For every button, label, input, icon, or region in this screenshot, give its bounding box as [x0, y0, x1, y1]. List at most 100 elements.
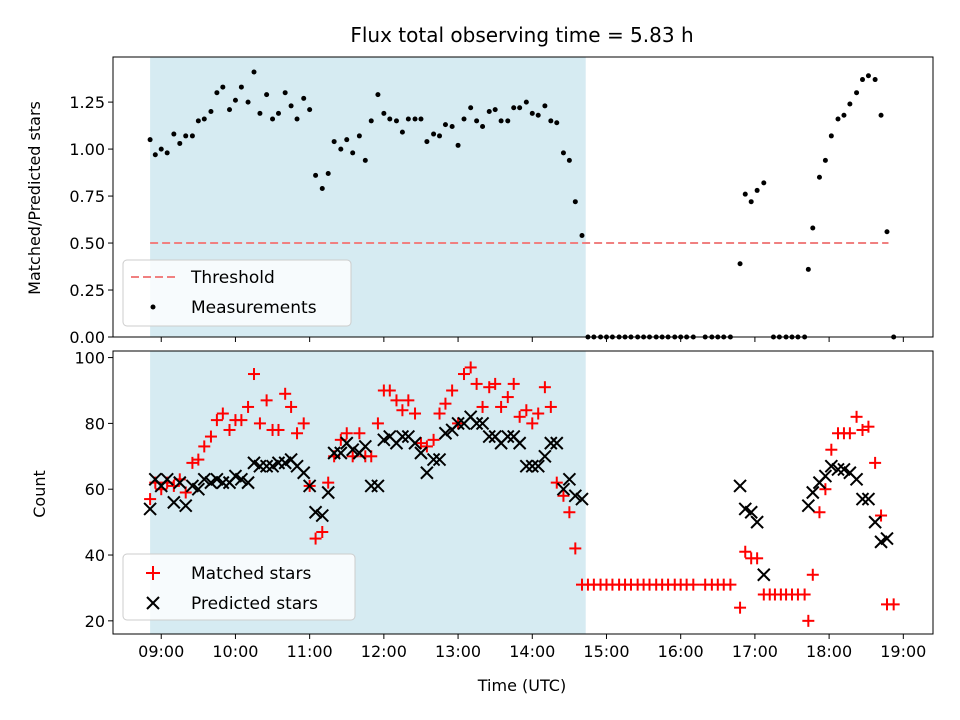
threshold-legend-label: Threshold — [190, 268, 275, 288]
matched-point — [813, 506, 826, 519]
predicted-point — [438, 426, 453, 440]
measurement-point — [431, 131, 437, 137]
predicted-point — [475, 416, 490, 431]
bottom-legend: Matched stars Predicted stars — [122, 553, 356, 621]
predicted-point — [880, 531, 894, 546]
predicted-point — [855, 492, 870, 506]
measurement-point — [152, 152, 158, 158]
matched-point — [260, 394, 273, 407]
predicted-point — [315, 508, 329, 523]
matched-point — [569, 542, 582, 555]
x-tick-label: 18:00 — [806, 642, 852, 661]
measurement-point — [505, 118, 511, 124]
matched-point — [887, 598, 900, 611]
matched-point — [806, 568, 819, 581]
measurement-point — [566, 157, 572, 163]
measurement-point — [307, 107, 313, 113]
matched-point — [819, 483, 832, 496]
x-tick-label: 13:00 — [435, 642, 481, 661]
x-tick-label: 14:00 — [509, 642, 555, 661]
matched-point — [464, 361, 477, 374]
predicted-point — [550, 436, 564, 450]
measurement-point — [554, 120, 560, 126]
measurement-point — [878, 112, 884, 118]
measurement-point — [232, 97, 238, 103]
matched-point — [279, 387, 292, 400]
matched-point — [285, 400, 298, 413]
matched-point — [198, 440, 211, 453]
y-tick-label: 0.50 — [69, 234, 105, 253]
matched-point — [687, 578, 700, 591]
predicted-legend-label: Predicted stars — [191, 594, 318, 614]
predicted-point — [358, 439, 373, 454]
matched-point — [825, 443, 838, 456]
bottom-panel: 20 40 60 80 100 09:00 10:00 11:00 12:00 13:00 14:… — [30, 349, 934, 695]
matched-point — [557, 489, 570, 502]
measurement-point — [816, 174, 822, 180]
matched-point — [144, 493, 157, 506]
matched-point — [291, 427, 304, 440]
measurement-point — [368, 118, 374, 124]
matched-point — [223, 423, 236, 436]
measurement-point — [288, 103, 294, 109]
y-tick-label: 0.75 — [69, 187, 105, 206]
matched-point — [532, 407, 545, 420]
matched-point — [309, 532, 322, 545]
measurement-point — [214, 90, 220, 96]
predicted-point — [801, 498, 816, 513]
matched-point — [544, 400, 557, 413]
matched-point — [216, 407, 229, 420]
matched-point — [253, 417, 266, 430]
predicted-point — [861, 492, 876, 506]
measurement-point — [399, 129, 405, 135]
measurement-point — [282, 90, 288, 96]
matched-point — [802, 614, 815, 627]
matched-point — [322, 476, 335, 489]
chart-title: Flux total observing time = 5.83 h — [350, 23, 693, 47]
measurement-point — [872, 77, 878, 83]
predicted-point — [744, 505, 758, 519]
matched-point — [353, 427, 366, 440]
predicted-point — [371, 479, 385, 493]
matched-point — [427, 433, 440, 446]
matched-point — [520, 404, 533, 417]
measurement-point — [331, 139, 337, 145]
predicted-point — [395, 429, 410, 444]
y-tick-label: 60 — [85, 480, 105, 499]
measurement-point — [405, 116, 411, 122]
matched-legend-marker — [146, 566, 160, 580]
predicted-point — [167, 495, 181, 510]
measurement-point — [449, 124, 455, 130]
matched-point — [439, 397, 452, 410]
measurement-point — [535, 112, 541, 118]
measurement-point — [350, 150, 356, 156]
measurement-point — [865, 73, 871, 79]
matched-point — [507, 377, 520, 390]
y-tick-label: 20 — [85, 612, 105, 631]
matched-point — [501, 391, 514, 404]
measurement-point — [835, 116, 841, 122]
matched-point — [383, 384, 396, 397]
measurement-point — [461, 116, 467, 122]
measurement-point — [381, 110, 387, 116]
matched-point — [751, 552, 764, 565]
measurement-point — [257, 110, 263, 116]
predicted-point — [831, 462, 845, 477]
measurement-point — [275, 110, 281, 116]
matched-point — [734, 601, 747, 614]
matched-point — [433, 407, 446, 420]
measurement-point — [737, 261, 743, 267]
predicted-point — [482, 429, 496, 444]
matched-point — [272, 423, 285, 436]
predicted-point — [849, 472, 864, 487]
measurement-point — [201, 116, 207, 122]
measurement-point — [189, 133, 195, 139]
y-tick-label: 1.25 — [69, 93, 105, 112]
x-tick-label: 16:00 — [658, 642, 704, 661]
measurement-point — [511, 105, 517, 111]
predicted-point — [512, 436, 527, 450]
predicted-point — [426, 452, 441, 467]
matched-point — [739, 545, 752, 558]
y-tick-label: 0.00 — [69, 328, 105, 347]
measurement-point — [854, 90, 860, 96]
